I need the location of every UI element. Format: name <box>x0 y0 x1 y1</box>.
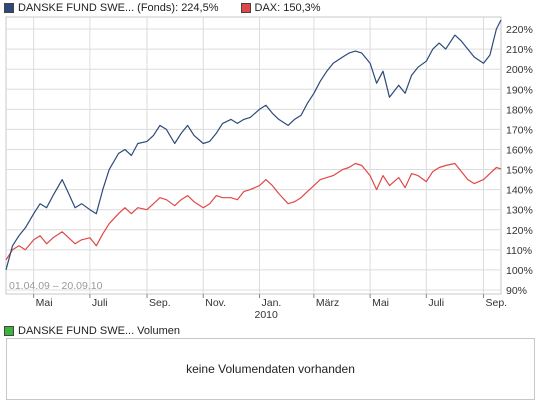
volume-empty-message: keine Volumendaten vorhanden <box>186 362 355 376</box>
legend-item-dax[interactable]: DAX: 150,3% <box>240 2 321 14</box>
y-tick-label: 220% <box>506 24 533 36</box>
plot-area <box>5 16 502 295</box>
volume-panel: keine Volumendaten vorhanden <box>6 338 535 400</box>
y-tick-label: 190% <box>506 84 533 96</box>
y-tick-label: 110% <box>506 245 532 257</box>
dax-swatch-icon <box>240 3 251 13</box>
y-tick-label: 180% <box>506 104 533 116</box>
y-tick-label: 210% <box>506 44 533 56</box>
series-lines <box>5 19 502 271</box>
y-tick-label: 150% <box>506 165 533 177</box>
y-axis: 90% 100% 110% 120% 130% 140% 150% 160% 170% 180% 1… <box>506 24 533 297</box>
y-tick-label: 170% <box>506 124 533 136</box>
y-tick-label: 120% <box>506 225 533 237</box>
date-range-label: 01.04.09 – 20.09.10 <box>9 280 103 292</box>
volume-legend: DANSKE FUND SWE... Volumen <box>4 324 180 338</box>
fund-swatch-icon <box>4 3 14 13</box>
x-tick-label: Juli <box>428 297 444 309</box>
dax-line <box>5 162 502 261</box>
y-tick-label: 100% <box>506 265 533 277</box>
gridlines <box>6 17 501 294</box>
x-axis: Mai Juli Sep. Nov. Jan.2010 März Mai Juli Sep. <box>33 294 507 321</box>
y-tick-label: 200% <box>506 64 533 76</box>
x-tick-label: März <box>316 297 339 309</box>
x-tick-label: Sep. <box>149 297 171 309</box>
x-tick-label: Mai <box>36 297 53 309</box>
x-year-label: 2010 <box>254 309 278 321</box>
legend-fund-label: DANSKE FUND SWE... (Fonds): 224,5% <box>18 2 219 14</box>
x-tick-label: Jan. <box>261 297 281 309</box>
legend-dax-label: DAX: 150,3% <box>254 2 321 14</box>
chart-legend: DANSKE FUND SWE... (Fonds): 224,5% DAX: … <box>4 1 343 15</box>
volume-swatch-icon <box>4 326 14 336</box>
x-tick-label: Sep. <box>485 297 507 309</box>
x-tick-label: Nov. <box>205 297 226 309</box>
price-chart: 90% 100% 110% 120% 130% 140% 150% 160% 170% 180% 1… <box>5 16 533 321</box>
legend-item-fund[interactable]: DANSKE FUND SWE... (Fonds): 224,5% <box>4 2 219 14</box>
y-tick-label: 140% <box>506 185 533 197</box>
x-tick-label: Mai <box>372 297 389 309</box>
x-tick-label: Juli <box>92 297 108 309</box>
volume-legend-label: DANSKE FUND SWE... Volumen <box>18 325 180 337</box>
y-tick-label: 160% <box>506 144 533 156</box>
y-tick-label: 130% <box>506 205 533 217</box>
y-tick-label: 90% <box>506 285 527 297</box>
fund-line <box>5 19 502 271</box>
